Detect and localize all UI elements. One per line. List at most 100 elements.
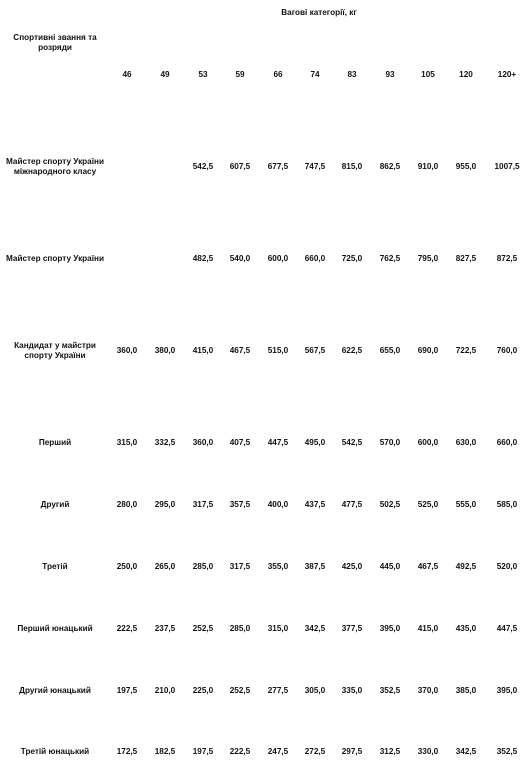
table-cell: 210,0 bbox=[154, 686, 176, 695]
table-cell: 437,5 bbox=[304, 500, 326, 509]
ranks-column-header: Спортивні звання та розряди bbox=[13, 33, 97, 52]
table-cell: 370,0 bbox=[417, 686, 439, 695]
table-cell: 747,5 bbox=[304, 162, 326, 171]
table-cell: 542,5 bbox=[341, 438, 363, 447]
table-cell: 630,0 bbox=[455, 438, 477, 447]
table-cell: 827,5 bbox=[455, 254, 477, 263]
rank-label: Кандидат у майстри спорту України bbox=[14, 341, 96, 360]
table-cell: 342,5 bbox=[455, 747, 477, 756]
table-cell: 760,0 bbox=[496, 346, 518, 355]
table-cell: 447,5 bbox=[267, 438, 289, 447]
table-cell: 360,0 bbox=[192, 438, 214, 447]
table-cell: 1007,5 bbox=[494, 162, 520, 171]
table-cell: 477,5 bbox=[341, 500, 363, 509]
weight-column-header: 59 bbox=[235, 70, 245, 79]
table-cell: 237,5 bbox=[154, 624, 176, 633]
table-cell: 197,5 bbox=[116, 686, 138, 695]
table-cell: 312,5 bbox=[379, 747, 401, 756]
weight-categories-title: Вагові категорії, кг bbox=[281, 8, 357, 17]
table-cell: 502,5 bbox=[379, 500, 401, 509]
table-cell: 482,5 bbox=[192, 254, 214, 263]
table-cell: 725,0 bbox=[341, 254, 363, 263]
weight-column-header: 74 bbox=[310, 70, 320, 79]
table-cell: 542,5 bbox=[192, 162, 214, 171]
weight-column-header: 120 bbox=[459, 70, 473, 79]
rank-label: Перший bbox=[38, 438, 72, 447]
table-cell: 197,5 bbox=[192, 747, 214, 756]
table-cell: 172,5 bbox=[116, 747, 138, 756]
table-cell: 357,5 bbox=[229, 500, 251, 509]
table-cell: 317,5 bbox=[229, 562, 251, 571]
table-cell: 435,0 bbox=[455, 624, 477, 633]
rank-label: Майстер спорту України bbox=[5, 254, 105, 263]
table-cell: 407,5 bbox=[229, 438, 251, 447]
weight-column-header: 53 bbox=[198, 70, 208, 79]
weight-column-header: 93 bbox=[385, 70, 395, 79]
table-cell: 600,0 bbox=[417, 438, 439, 447]
table-cell: 607,5 bbox=[229, 162, 251, 171]
rank-label: Другий юнацький bbox=[19, 686, 91, 695]
table-cell: 252,5 bbox=[192, 624, 214, 633]
table-cell: 182,5 bbox=[154, 747, 176, 756]
weight-column-header: 49 bbox=[160, 70, 170, 79]
table-cell: 352,5 bbox=[496, 747, 518, 756]
weight-column-header: 120+ bbox=[497, 70, 517, 79]
table-cell: 222,5 bbox=[116, 624, 138, 633]
table-cell: 585,0 bbox=[496, 500, 518, 509]
table-cell: 400,0 bbox=[267, 500, 289, 509]
table-cell: 295,0 bbox=[154, 500, 176, 509]
table-cell: 225,0 bbox=[192, 686, 214, 695]
table-cell: 660,0 bbox=[496, 438, 518, 447]
rank-label: Другий bbox=[40, 500, 70, 509]
table-cell: 540,0 bbox=[229, 254, 251, 263]
weight-column-header: 105 bbox=[421, 70, 435, 79]
table-cell: 515,0 bbox=[267, 346, 289, 355]
table-cell: 492,5 bbox=[455, 562, 477, 571]
table-cell: 305,0 bbox=[304, 686, 326, 695]
table-cell: 387,5 bbox=[304, 562, 326, 571]
table-cell: 570,0 bbox=[379, 438, 401, 447]
table-cell: 467,5 bbox=[417, 562, 439, 571]
table-cell: 655,0 bbox=[379, 346, 401, 355]
table-cell: 315,0 bbox=[267, 624, 289, 633]
table-cell: 447,5 bbox=[496, 624, 518, 633]
table-cell: 315,0 bbox=[116, 438, 138, 447]
table-cell: 395,0 bbox=[379, 624, 401, 633]
table-cell: 297,5 bbox=[341, 747, 363, 756]
table-cell: 252,5 bbox=[229, 686, 251, 695]
table-cell: 862,5 bbox=[379, 162, 401, 171]
table-cell: 762,5 bbox=[379, 254, 401, 263]
table-cell: 690,0 bbox=[417, 346, 439, 355]
table-cell: 467,5 bbox=[229, 346, 251, 355]
table-cell: 445,0 bbox=[379, 562, 401, 571]
table-cell: 250,0 bbox=[116, 562, 138, 571]
table-cell: 525,0 bbox=[417, 500, 439, 509]
table-cell: 277,5 bbox=[267, 686, 289, 695]
table-cell: 425,0 bbox=[341, 562, 363, 571]
table-cell: 380,0 bbox=[154, 346, 176, 355]
table-cell: 955,0 bbox=[455, 162, 477, 171]
table-cell: 660,0 bbox=[304, 254, 326, 263]
table-cell: 722,5 bbox=[455, 346, 477, 355]
table-cell: 385,0 bbox=[455, 686, 477, 695]
table-cell: 415,0 bbox=[192, 346, 214, 355]
table-cell: 815,0 bbox=[341, 162, 363, 171]
table-cell: 360,0 bbox=[116, 346, 138, 355]
table-cell: 280,0 bbox=[116, 500, 138, 509]
table-cell: 520,0 bbox=[496, 562, 518, 571]
table-cell: 622,5 bbox=[341, 346, 363, 355]
table-cell: 555,0 bbox=[455, 500, 477, 509]
table-cell: 352,5 bbox=[379, 686, 401, 695]
rank-label: Третій bbox=[42, 562, 68, 571]
table-cell: 332,5 bbox=[154, 438, 176, 447]
table-cell: 265,0 bbox=[154, 562, 176, 571]
table-cell: 677,5 bbox=[267, 162, 289, 171]
table-cell: 567,5 bbox=[304, 346, 326, 355]
table-cell: 872,5 bbox=[496, 254, 518, 263]
table-cell: 600,0 bbox=[267, 254, 289, 263]
rank-label: Третій юнацький bbox=[20, 747, 90, 756]
table-cell: 342,5 bbox=[304, 624, 326, 633]
table-cell: 335,0 bbox=[341, 686, 363, 695]
weight-column-header: 66 bbox=[273, 70, 283, 79]
